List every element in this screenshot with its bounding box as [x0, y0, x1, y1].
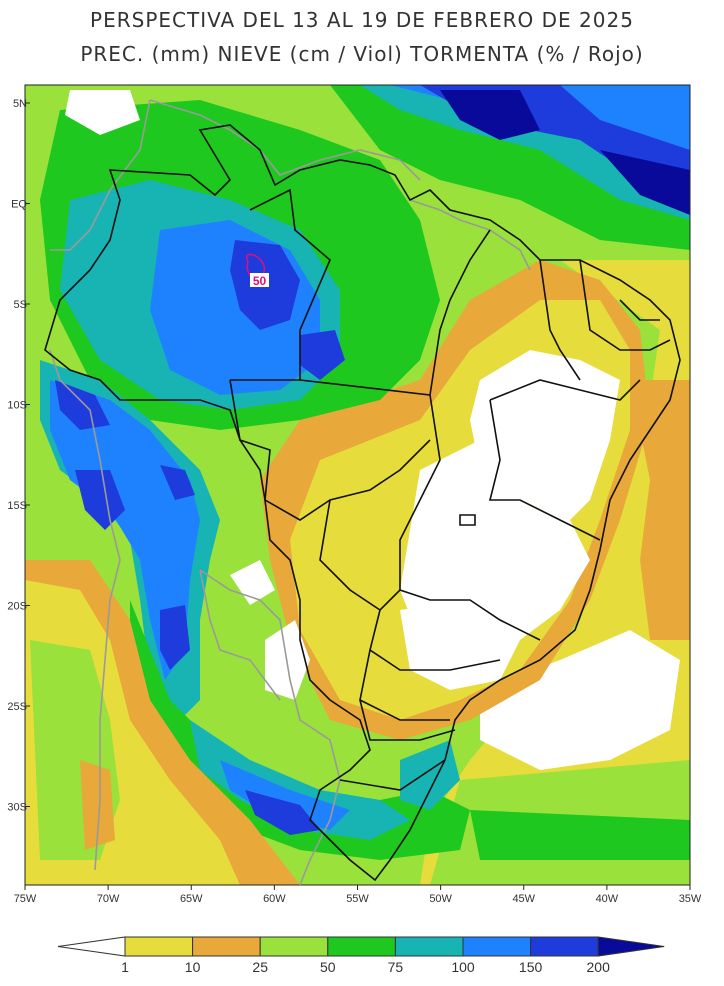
longitude-axis: 75W 70W 65W 60W 55W 50W 45W 40W 35W: [14, 885, 702, 905]
legend-label: 200: [587, 959, 611, 975]
legend-swatch: [192, 936, 261, 957]
south-blue: [220, 760, 350, 830]
legend-label: 75: [388, 959, 404, 975]
storm-contour: 50: [245, 253, 269, 288]
lon-tick-label: 70W: [97, 893, 120, 905]
white-northwest: [65, 90, 140, 135]
south-navy: [245, 790, 320, 835]
andes-navy-1: [55, 380, 110, 430]
lon-tick-label: 65W: [180, 893, 203, 905]
legend-swatch: [327, 936, 396, 957]
lon-tick-label: 75W: [14, 893, 37, 905]
interior-white-center: [400, 440, 590, 650]
north-atlantic-darknavy: [440, 90, 540, 140]
brazil-outline: [44, 124, 681, 882]
legend-label: 1: [121, 959, 129, 975]
white-bolivia: [230, 560, 275, 605]
map-title-line2: PREC. (mm) NIEVE (cm / Viol) TORMENTA (%…: [80, 42, 644, 66]
lat-tick-label: 30S: [7, 802, 27, 814]
legend-swatch: [462, 936, 532, 957]
sw-orange-patch: [80, 760, 115, 850]
storm-contour-label: 50: [253, 274, 267, 288]
lon-tick-label: 60W: [263, 893, 286, 905]
precipitation-legend: 1 10 25 50 75 100 150 200: [57, 936, 665, 975]
lat-tick-label: EQ: [11, 199, 27, 211]
lat-tick-label: 15S: [7, 500, 27, 512]
legend-label: 25: [252, 959, 268, 975]
legend-swatch: [259, 936, 329, 957]
legend-swatch: [530, 936, 599, 957]
andes-navy-2: [75, 470, 125, 530]
legend-swatch: [124, 936, 194, 957]
atlantic-orange: [630, 380, 690, 640]
south-cyan: [190, 720, 410, 840]
lon-tick-label: 35W: [679, 893, 702, 905]
amazon-navy-2: [300, 330, 345, 380]
andes-navy-3: [160, 465, 195, 500]
legend-label: 50: [320, 959, 336, 975]
lat-tick-label: 5S: [14, 299, 27, 311]
map-title-line1: PERSPECTIVA DEL 13 AL 19 DE FEBRERO DE 2…: [90, 8, 634, 32]
brazil-state-borders: [44, 124, 681, 882]
andes-blue: [50, 380, 200, 680]
north-atlantic-blue: [390, 85, 690, 200]
legend-label: 10: [185, 959, 201, 975]
legend-swatch: [394, 936, 464, 957]
lat-tick-label: 25S: [7, 701, 27, 713]
legend-swatch: [57, 936, 126, 957]
lon-tick-label: 40W: [596, 893, 619, 905]
interior-white-south: [400, 600, 520, 690]
north-atlantic-darknavy-2: [600, 150, 690, 215]
legend-label: 150: [519, 959, 543, 975]
atlantic-white: [480, 630, 680, 770]
precipitation-field: [25, 85, 690, 885]
latitude-axis: 5N EQ 5S 10S 15S 20S 25S 30S: [7, 98, 30, 814]
legend-label: 100: [451, 959, 475, 975]
lon-tick-label: 55W: [346, 893, 369, 905]
lat-tick-label: 10S: [7, 400, 27, 412]
lat-tick-label: 20S: [7, 601, 27, 613]
lat-tick-label: 5N: [13, 98, 27, 110]
lon-tick-label: 50W: [429, 893, 452, 905]
lon-tick-label: 45W: [512, 893, 535, 905]
atlantic-darkgreen-south: [470, 810, 690, 860]
andes-navy-4: [160, 605, 190, 670]
white-paraguay: [265, 620, 310, 700]
legend-swatch: [597, 936, 665, 957]
